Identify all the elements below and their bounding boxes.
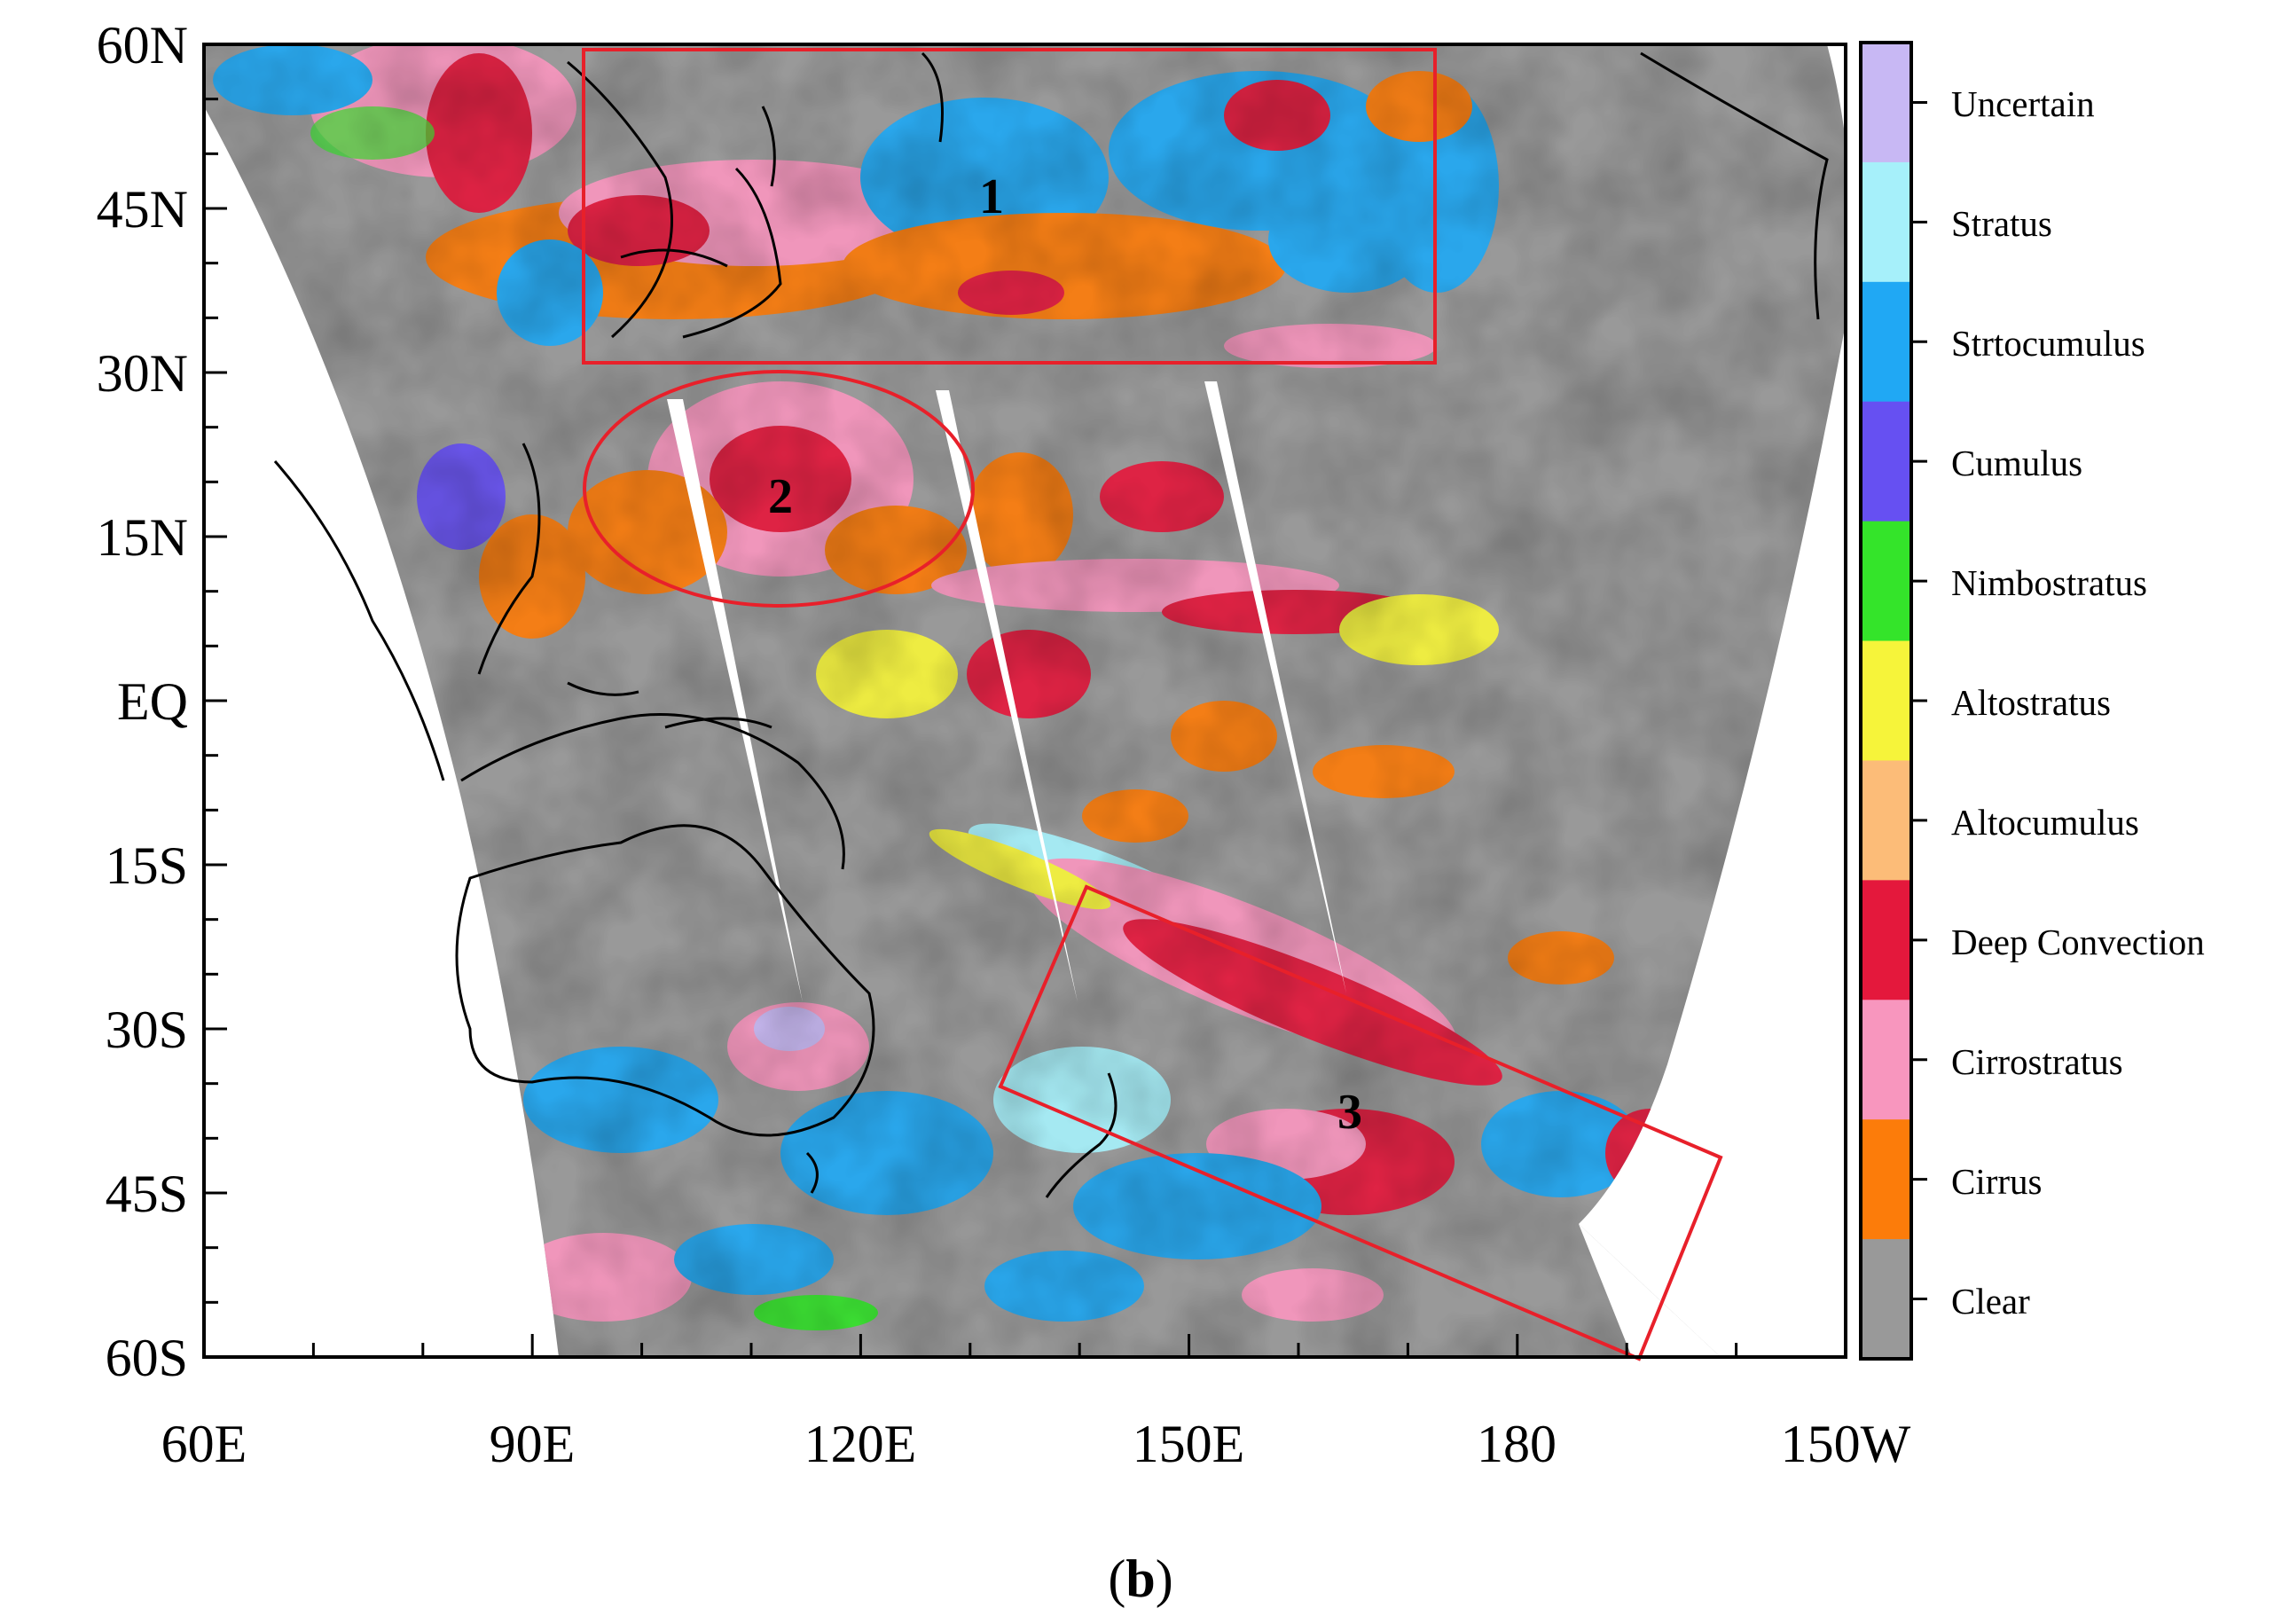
legend-label-stratus: Stratus (1951, 203, 2052, 244)
region-label-2: 2 (768, 469, 793, 524)
lat-label-15n: 15N (97, 508, 188, 567)
region-ellipse-2 (583, 370, 975, 608)
legend-label-altocumulus: Altocumulus (1951, 802, 2139, 843)
legend-label-nimbostratus: Nimbostratus (1951, 562, 2147, 603)
lon-label-180: 180 (1477, 1415, 1557, 1473)
y-axis-ticks (204, 43, 227, 1359)
legend-ticks (1911, 100, 1927, 1301)
legend-label-cumulus: Cumulus (1951, 443, 2082, 483)
legend-swatch (1861, 521, 1911, 642)
legend-swatch (1861, 161, 1911, 283)
legend-swatch (1861, 640, 1911, 761)
satellite-swath (204, 44, 1846, 1357)
lon-label-90e: 90E (490, 1415, 576, 1473)
x-axis-ticks (202, 1334, 1847, 1357)
figure-caption: (b) (1108, 1549, 1172, 1608)
x-axis-labels: 60E 90E 120E 150E 180 150W (161, 1415, 1911, 1473)
legend-label-altostratus: Altostratus (1951, 682, 2111, 723)
legend-label-cirrostratus: Cirrostratus (1951, 1041, 2123, 1082)
caption-letter: b (1125, 1549, 1155, 1608)
region-label-1: 1 (979, 169, 1004, 224)
legend-swatch (1861, 1000, 1911, 1120)
legend-label-clear: Clear (1951, 1281, 2030, 1322)
legend-swatch (1861, 1119, 1911, 1240)
lon-label-150e: 150E (1133, 1415, 1245, 1473)
legend-swatch (1861, 43, 1911, 163)
lat-label-45n: 45N (97, 180, 188, 239)
lat-label-30n: 30N (97, 344, 188, 403)
legend-swatch (1861, 760, 1911, 881)
lon-label-150w: 150W (1781, 1415, 1911, 1473)
legend-swatch (1861, 880, 1911, 1000)
coastlines (273, 51, 1829, 1198)
orbit-gaps (667, 381, 1721, 1357)
caption-close-paren: ) (1156, 1549, 1173, 1608)
y-axis-labels: 60N 45N 30N 15N EQ 15S 30S 45S 60S (97, 16, 188, 1387)
legend-swatches (1861, 43, 1911, 1360)
lat-label-30s: 30S (106, 1000, 188, 1059)
legend-labels: Uncertain Stratus Strtocumulus Cumulus N… (1951, 83, 2205, 1322)
lon-label-60e: 60E (161, 1415, 247, 1473)
lat-label-60n: 60N (97, 16, 188, 75)
lat-label-45s: 45S (106, 1165, 188, 1223)
caption-open-paren: ( (1108, 1549, 1125, 1608)
legend-label-cirrus: Cirrus (1951, 1161, 2043, 1202)
legend-swatch (1861, 401, 1911, 522)
legend-label-uncertain: Uncertain (1951, 83, 2095, 124)
legend-swatch (1861, 1239, 1911, 1360)
region-box-1 (582, 48, 1437, 365)
lat-label-60s: 60S (106, 1329, 188, 1387)
map-panel: 1 2 3 60N 45N 30N 15N EQ 15S 30S 45S 60S… (97, 16, 1911, 1473)
lat-label-15s: 15S (106, 836, 188, 895)
lat-label-eq: EQ (117, 672, 188, 731)
region-label-3: 3 (1337, 1085, 1362, 1140)
legend-label-deep-convection: Deep Convection (1951, 922, 2205, 962)
legend-swatch (1861, 281, 1911, 403)
lon-label-120e: 120E (804, 1415, 917, 1473)
legend: Uncertain Stratus Strtocumulus Cumulus N… (1859, 41, 2205, 1361)
legend-label-strtocumulus: Strtocumulus (1951, 323, 2145, 364)
region-labels: 1 2 3 (768, 169, 1362, 1140)
